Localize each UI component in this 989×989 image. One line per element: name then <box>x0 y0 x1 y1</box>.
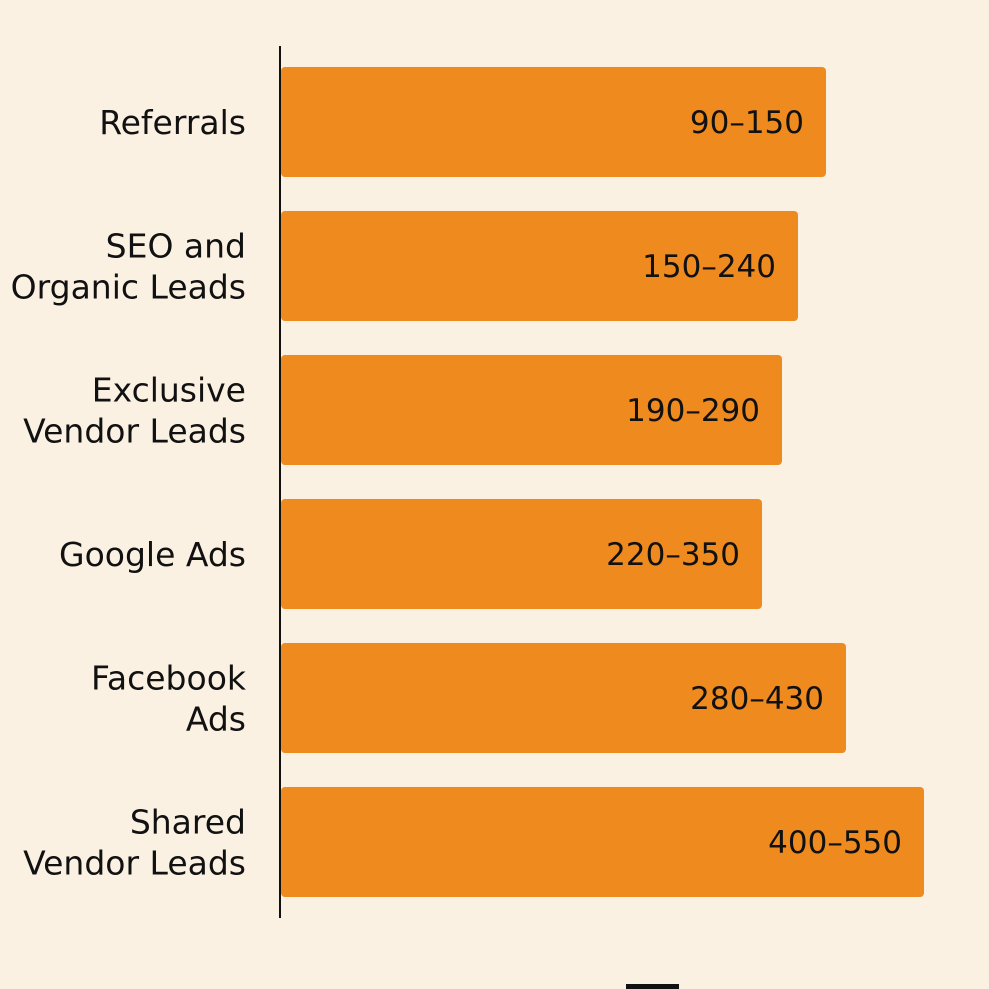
category-label-4-line-0: Facebook <box>91 659 247 698</box>
category-label-1-line-1: Organic Leads <box>11 268 246 307</box>
category-label-2-line-1: Vendor Leads <box>23 412 246 451</box>
bars-layer: 90–150 150–240 190–290 220–350 280–430 400–55… <box>281 67 924 897</box>
bar-4 <box>281 643 846 753</box>
category-label-3-line-0: Google Ads <box>59 535 246 574</box>
bar-0 <box>281 67 826 177</box>
bar-3 <box>281 499 762 609</box>
bar-value-label-4: 280–430 <box>690 681 824 717</box>
bar-1 <box>281 211 798 321</box>
bar-value-label-5: 400–550 <box>768 825 902 861</box>
category-label-2-line-0: Exclusive <box>92 371 246 410</box>
bar-value-label-1: 150–240 <box>642 249 776 285</box>
category-label-0-line-0: Referrals <box>99 103 246 142</box>
bar-value-label-0: 90–150 <box>690 105 804 141</box>
category-label-5-line-0: Shared <box>130 803 246 842</box>
category-label-1-line-0: SEO and <box>106 227 246 266</box>
bar-value-label-2: 190–290 <box>626 393 760 429</box>
category-label-4-line-1: Ads <box>186 700 246 739</box>
bar-value-label-3: 220–350 <box>606 537 740 573</box>
bar-2 <box>281 355 782 465</box>
category-label-5-line-1: Vendor Leads <box>23 844 246 883</box>
bar-5 <box>281 787 924 897</box>
bottom-mark <box>626 984 679 989</box>
